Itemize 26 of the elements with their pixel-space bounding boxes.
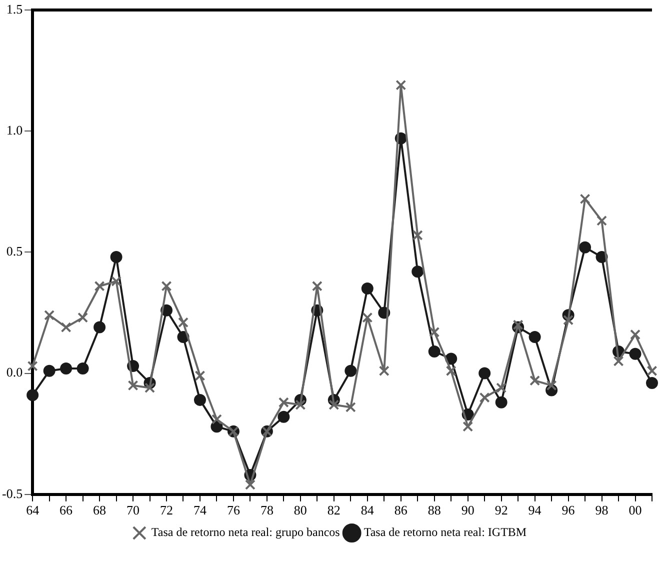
y-tick-label: 0.0 [6, 364, 23, 380]
x-tick-label: 80 [294, 502, 307, 518]
x-tick-label: 70 [126, 502, 140, 518]
legend-label: Tasa de retorno neta real: grupo bancos [151, 525, 340, 540]
legend-label: Tasa de retorno neta real: IGTBM [364, 525, 527, 540]
x-tick-label: 88 [428, 502, 441, 518]
x-tick-label: 74 [193, 502, 207, 518]
x-tick-label: 78 [260, 502, 274, 518]
y-tick-label: 1.5 [6, 1, 23, 16]
y-tick-label: 1.0 [6, 122, 23, 138]
x-tick-label: 76 [226, 502, 240, 518]
x-tick-label: 98 [595, 502, 608, 518]
x-tick-label: 68 [93, 502, 106, 518]
x-tick-label: 64 [26, 502, 40, 518]
x-tick-label: 82 [327, 502, 340, 518]
x-tick-label: 72 [160, 502, 174, 518]
y-tick-label: -0.5 [2, 486, 23, 501]
y-tick-label: 0.5 [6, 244, 23, 259]
x-tick-label: 86 [394, 502, 408, 518]
x-tick-label: 92 [494, 502, 508, 518]
x-tick-label: 96 [562, 502, 576, 518]
x-tick-label: 90 [461, 502, 474, 518]
x-tick-label: 00 [628, 502, 642, 518]
x-tick-label: 66 [60, 502, 74, 518]
x-tick-label: 94 [528, 502, 542, 518]
x-tick-label: 84 [360, 502, 374, 518]
